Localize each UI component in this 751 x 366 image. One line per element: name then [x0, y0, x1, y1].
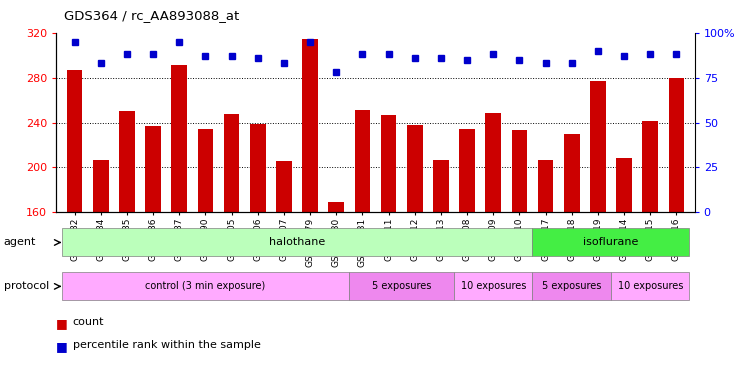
Text: isoflurane: isoflurane	[584, 238, 638, 247]
Text: 5 exposures: 5 exposures	[372, 281, 431, 291]
Text: ■: ■	[56, 317, 68, 330]
Bar	[198, 129, 213, 212]
Bar	[532, 228, 689, 257]
Bar	[67, 70, 83, 212]
Bar	[171, 66, 187, 212]
Bar	[590, 81, 606, 212]
Bar	[62, 228, 532, 257]
Text: 10 exposures: 10 exposures	[617, 281, 683, 291]
Bar	[349, 272, 454, 300]
Bar	[485, 112, 501, 212]
Bar	[250, 124, 266, 212]
Text: count: count	[73, 317, 104, 326]
Bar	[454, 272, 532, 300]
Bar	[407, 125, 423, 212]
Bar	[611, 272, 689, 300]
Bar	[538, 160, 553, 212]
Bar	[564, 134, 580, 212]
Bar	[302, 38, 318, 212]
Text: halothane: halothane	[269, 238, 325, 247]
Text: control (3 min exposure): control (3 min exposure)	[146, 281, 266, 291]
Bar	[119, 111, 135, 212]
Bar	[354, 110, 370, 212]
Bar	[224, 114, 240, 212]
Text: agent: agent	[4, 238, 36, 247]
Bar	[459, 129, 475, 212]
Bar	[616, 158, 632, 212]
Bar	[145, 126, 161, 212]
Bar	[276, 161, 292, 212]
Text: 10 exposures: 10 exposures	[460, 281, 526, 291]
Bar	[511, 130, 527, 212]
Text: percentile rank within the sample: percentile rank within the sample	[73, 340, 261, 350]
Bar	[328, 202, 344, 212]
Bar	[668, 78, 684, 212]
Bar	[93, 160, 109, 212]
Text: ■: ■	[56, 340, 68, 354]
Text: protocol: protocol	[4, 281, 49, 291]
Bar	[532, 272, 611, 300]
Bar	[433, 160, 449, 212]
Text: GDS364 / rc_AA893088_at: GDS364 / rc_AA893088_at	[64, 9, 239, 22]
Bar	[62, 272, 349, 300]
Text: 5 exposures: 5 exposures	[542, 281, 602, 291]
Bar	[642, 122, 658, 212]
Bar	[381, 115, 397, 212]
